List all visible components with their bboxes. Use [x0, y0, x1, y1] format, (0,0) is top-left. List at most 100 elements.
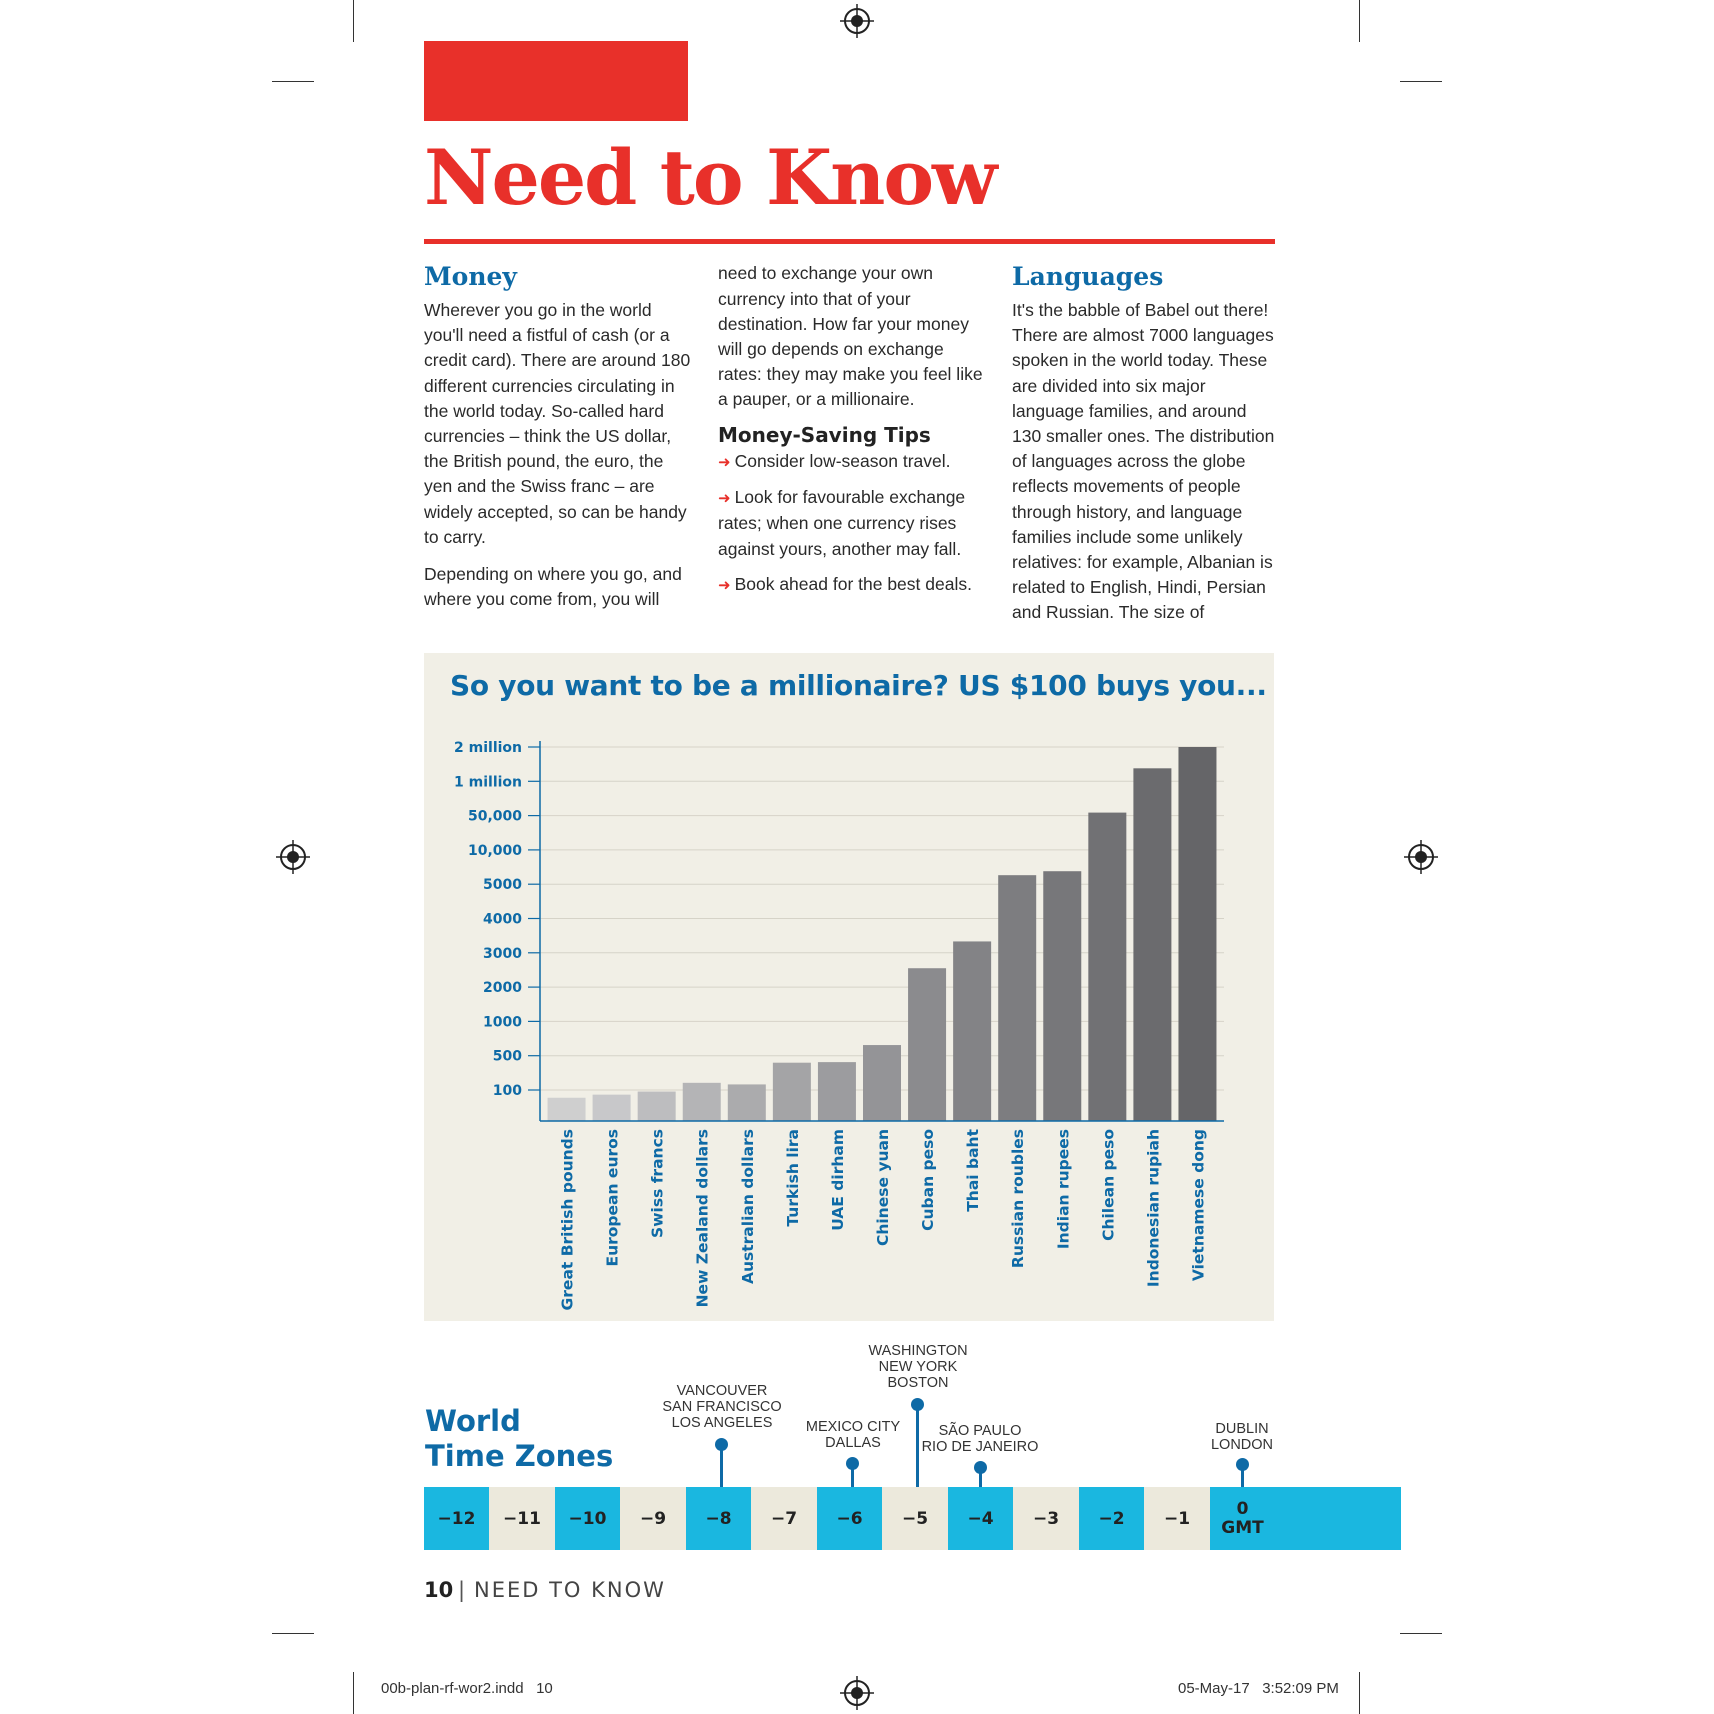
time-zone-label: −9: [639, 1508, 667, 1529]
time-zone-label: −5: [901, 1508, 929, 1529]
bar: [772, 1062, 811, 1121]
time-zone-label: −3: [1032, 1508, 1060, 1529]
city-name: SAN FRANCISCO: [662, 1399, 782, 1415]
city-name: SÃO PAULO: [938, 1423, 1022, 1439]
y-tick-label: 10,000: [468, 843, 522, 859]
red-header-block: [424, 41, 688, 121]
time-zone-cell: −5: [882, 1487, 948, 1550]
x-category-label: Turkish lira: [784, 1129, 802, 1227]
red-arrow-icon: ➜: [718, 454, 731, 471]
time-zone-pin-line: [1241, 1464, 1244, 1487]
x-category-label: UAE dirham: [829, 1129, 847, 1231]
tips-column: Depending on where you go, and where you…: [718, 261, 986, 608]
chart-title: So you want to be a millionaire? US $100…: [450, 669, 1267, 702]
city-name: DUBLIN: [1215, 1421, 1269, 1437]
time-zone-label: −7: [770, 1508, 798, 1529]
time-zone-label: −4: [967, 1508, 994, 1529]
tip-item: ➜ Consider low-season travel.: [718, 449, 986, 475]
title-rule: [424, 239, 1275, 244]
time-zone-label: −8: [705, 1508, 732, 1529]
time-zone-label: −10: [568, 1508, 607, 1529]
city-name: LONDON: [1210, 1437, 1274, 1453]
time-zone-label: −12: [437, 1508, 476, 1529]
languages-paragraph: It's the babble of Babel out there! Ther…: [1012, 300, 1275, 623]
money-heading: Money: [424, 262, 517, 291]
crop-mark: [272, 81, 314, 82]
bar: [953, 941, 992, 1121]
time-zone-label: −1: [1163, 1508, 1191, 1529]
bar: [1178, 747, 1217, 1121]
y-tick-label: 500: [493, 1049, 522, 1065]
bar: [817, 1062, 856, 1121]
time-zone-cell: −7: [751, 1487, 817, 1550]
time-zone-cell: −6: [817, 1487, 882, 1550]
city-name: BOSTON: [887, 1375, 949, 1391]
crop-mark: [353, 1672, 354, 1714]
x-category-label: Chinese yuan: [874, 1129, 892, 1246]
tip-text: Book ahead for the best deals.: [734, 573, 972, 594]
time-zone-cell: −10: [555, 1487, 620, 1550]
time-zone-label: −11: [503, 1508, 541, 1529]
y-tick-label: 2000: [483, 980, 522, 996]
city-label-central: MEXICO CITY DALLAS: [806, 1419, 900, 1451]
y-tick-label: 1 million: [454, 774, 522, 790]
time-zone-pin-line: [979, 1467, 982, 1487]
crop-mark: [1359, 1672, 1360, 1714]
x-category-label: Great British pounds: [559, 1129, 577, 1310]
time-zone-cell: −3: [1013, 1487, 1079, 1550]
city-label-pacific: VANCOUVER SAN FRANCISCO LOS ANGELES: [662, 1383, 781, 1431]
time-zone-bar: −12 −11 −10 −9 −8 −7 −6 −5 −4 −3 −2 −1 0…: [424, 1487, 1401, 1550]
tip-text: Consider low-season travel.: [734, 451, 951, 471]
tip-item: ➜ Book ahead for the best deals.: [718, 572, 986, 598]
languages-heading: Languages: [1012, 262, 1164, 291]
time-zones-title: World Time Zones: [425, 1404, 613, 1474]
time-zone-label: 0: [1236, 1498, 1249, 1519]
y-tick-label: 5000: [483, 877, 522, 893]
x-category-label: Cuban peso: [919, 1129, 937, 1231]
x-category-label: Indian rupees: [1054, 1129, 1072, 1249]
city-label-brazil: SÃO PAULO RIO DE JANEIRO: [922, 1423, 1039, 1455]
city-name: WASHINGTON: [868, 1343, 968, 1359]
y-tick-label: 2 million: [454, 740, 522, 756]
y-tick-label: 50,000: [468, 809, 522, 825]
red-arrow-icon: ➜: [718, 576, 731, 594]
x-category-label: Australian dollars: [739, 1129, 757, 1284]
y-tick-label: 1000: [483, 1014, 522, 1030]
bar-chart: 100 500 1000 2000 3000 4000 5000 10,000 50,000 1 …: [454, 740, 1224, 1310]
money-paragraph-2-continued: Depending on where you go, and where you…: [718, 261, 986, 413]
money-paragraph-2: Depending on where you go, and where you…: [424, 564, 682, 610]
time-zones-title-line1: World: [425, 1404, 521, 1438]
crop-mark: [272, 1633, 314, 1634]
city-name: NEW YORK: [878, 1359, 958, 1375]
money-paragraph-1: Wherever you go in the world you'll need…: [424, 300, 691, 547]
time-zone-gmt-label: 0 GMT: [1210, 1498, 1275, 1538]
x-category-label: Swiss francs: [649, 1129, 667, 1238]
time-zones-title-line2: Time Zones: [425, 1439, 614, 1473]
city-label-gmt: DUBLIN LONDON: [1211, 1421, 1273, 1453]
crop-mark: [353, 0, 354, 42]
time-zone-cell: −8: [686, 1487, 751, 1550]
x-category-label: Chilean peso: [1099, 1129, 1117, 1241]
money-column: Money Wherever you go in the world you'l…: [424, 258, 692, 622]
time-zone-pin-line: [916, 1404, 919, 1487]
time-zone-pin-line: [851, 1463, 854, 1487]
y-tick-label: 100: [493, 1083, 522, 1099]
city-label-eastern: WASHINGTON NEW YORK BOSTON: [868, 1343, 967, 1391]
tips-heading: Money-Saving Tips: [718, 423, 931, 447]
time-zone-cell: −1: [1144, 1487, 1210, 1550]
tip-item: ➜ Look for favourable exchange rates; whe…: [718, 485, 986, 562]
bar: [637, 1091, 676, 1121]
time-zone-cell: −12: [424, 1487, 489, 1550]
bar: [682, 1082, 721, 1121]
crop-mark: [1400, 81, 1442, 82]
city-name: DALLAS: [825, 1435, 881, 1451]
registration-mark-icon: [276, 840, 310, 874]
bar: [1133, 768, 1172, 1121]
time-zone-cell: −11: [489, 1487, 555, 1550]
city-name: LOS ANGELES: [671, 1415, 773, 1431]
bar: [1088, 812, 1127, 1121]
bar: [592, 1094, 631, 1121]
time-zone-pin-line: [720, 1444, 723, 1487]
x-category-label: Indonesian rupiah: [1144, 1129, 1162, 1287]
registration-mark-icon: [1404, 840, 1438, 874]
